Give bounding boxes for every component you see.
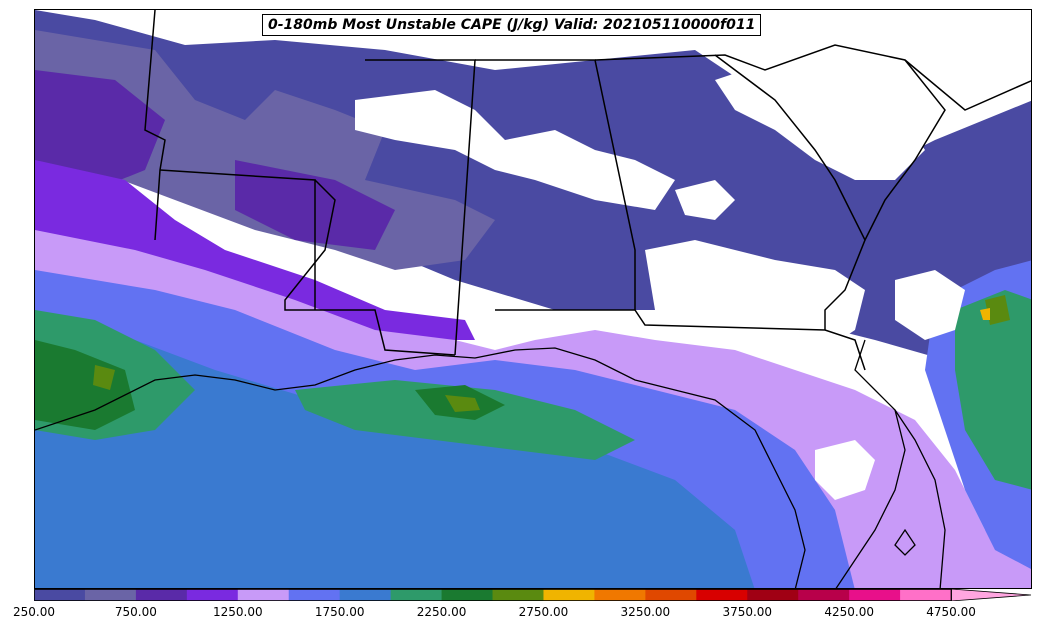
colorbar-segment — [696, 589, 748, 601]
map-title: 0-180mb Most Unstable CAPE (J/kg) Valid:… — [262, 14, 762, 36]
colorbar-border — [34, 589, 952, 601]
colorbar-extend-arrow — [950, 589, 1032, 601]
colorbar-tick-label: 1750.00 — [314, 605, 365, 619]
colorbar-segment — [900, 589, 952, 601]
colorbar-segment — [441, 589, 494, 601]
colorbar-tick-label: 250.00 — [13, 605, 55, 619]
colorbar-tick-label: 1250.00 — [212, 605, 263, 619]
colorbar-segment — [288, 589, 341, 601]
colorbar-tick-label: 750.00 — [114, 605, 157, 619]
colorbar-segment — [543, 589, 595, 601]
colorbar-tick-label: 3250.00 — [620, 605, 671, 619]
colorbar-segment — [594, 589, 646, 601]
colorbar-tick-label: 4750.00 — [926, 605, 976, 619]
colorbar-tick-label: 2750.00 — [518, 605, 569, 619]
colorbar-tick-labels: 250.00 750.00 1250.00 1750.00 2250.00 2750.00… — [0, 605, 1042, 625]
colorbar-segment — [849, 589, 901, 601]
colorbar-segment — [135, 589, 188, 601]
colorbar-segment — [747, 589, 799, 601]
colorbar-segment — [798, 589, 850, 601]
colorbar — [34, 589, 1032, 601]
colorbar-segment — [492, 589, 544, 601]
colorbar-segment — [34, 589, 86, 601]
colorbar-segment — [237, 589, 290, 601]
colorbar-segment — [186, 589, 239, 601]
colorbar-segment — [645, 589, 697, 601]
colorbar-tick-label: 4250.00 — [824, 605, 874, 619]
colorbar-segment — [390, 589, 443, 601]
cape-map — [35, 10, 1031, 588]
colorbar-tick-label: 3750.00 — [722, 605, 773, 619]
colorbar-segment — [339, 589, 392, 601]
map-panel — [34, 9, 1032, 589]
colorbar-tick-label: 2250.00 — [416, 605, 467, 619]
colorbar-segment — [84, 589, 137, 601]
